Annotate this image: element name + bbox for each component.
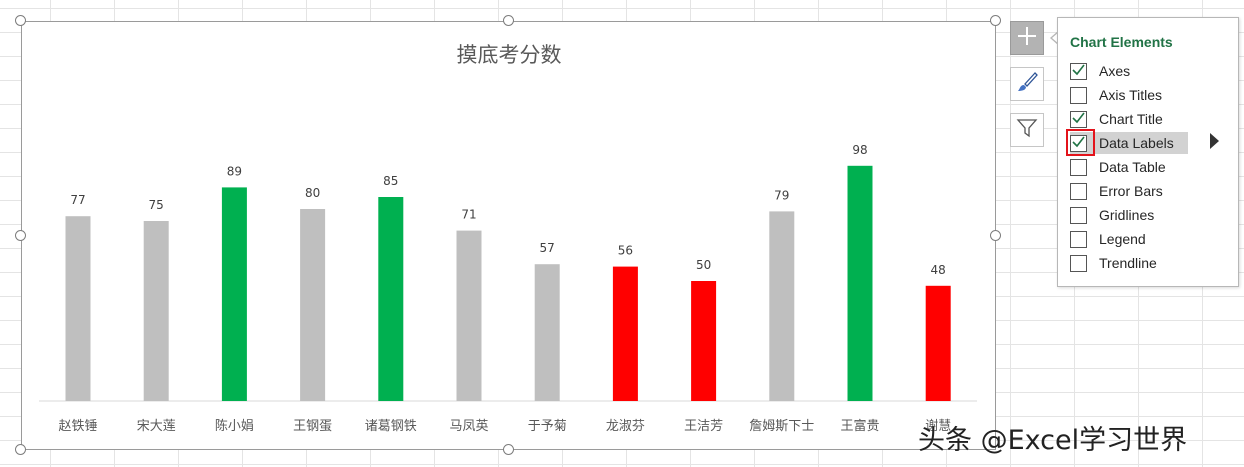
chart-element-label: Data Table bbox=[1099, 159, 1166, 175]
category-label-0: 赵铁锤 bbox=[58, 419, 97, 434]
category-label-10: 王富贵 bbox=[840, 418, 879, 434]
bar-4[interactable] bbox=[378, 197, 404, 401]
category-label-9: 詹姆斯下士 bbox=[749, 419, 814, 434]
data-label-1[interactable]: 75 bbox=[149, 198, 164, 212]
checkbox[interactable] bbox=[1070, 110, 1087, 129]
chart-element-item-axes[interactable]: Axes bbox=[1070, 60, 1188, 82]
chart-element-item-error-bars[interactable]: Error Bars bbox=[1070, 180, 1188, 202]
chart-element-item-chart-title[interactable]: Chart Title bbox=[1070, 108, 1188, 130]
category-label-2: 陈小娟 bbox=[215, 418, 254, 434]
bar-8[interactable] bbox=[691, 281, 717, 401]
chart-element-label: Chart Title bbox=[1099, 111, 1163, 127]
data-label-4[interactable]: 85 bbox=[383, 174, 398, 188]
checkmark-icon bbox=[1071, 134, 1086, 153]
category-label-6: 于予菊 bbox=[528, 419, 567, 434]
panel-pointer-fill bbox=[1052, 32, 1059, 44]
chart-element-item-trendline[interactable]: Trendline bbox=[1070, 252, 1188, 274]
category-label-3: 王钢蛋 bbox=[293, 419, 332, 434]
checkbox[interactable] bbox=[1070, 158, 1087, 176]
chart-element-label: Trendline bbox=[1099, 255, 1157, 271]
paintbrush-icon bbox=[1016, 71, 1038, 97]
data-label-2[interactable]: 89 bbox=[227, 164, 242, 178]
data-label-0[interactable]: 77 bbox=[70, 193, 85, 207]
bar-6[interactable] bbox=[534, 264, 560, 401]
chart-area[interactable]: 摸底考分数 77 赵铁锤 75 宋大莲 89 陈小娟 80 王钢蛋 85 诸葛钢铁 71 马凤英 57 于… bbox=[21, 21, 996, 450]
chart-title[interactable]: 摸底考分数 bbox=[457, 43, 562, 67]
chart-elements-button[interactable] bbox=[1010, 21, 1044, 55]
data-label-10[interactable]: 98 bbox=[852, 143, 867, 157]
bar-11[interactable] bbox=[925, 285, 951, 401]
checkbox[interactable] bbox=[1070, 206, 1087, 224]
bar-chart: 摸底考分数 77 赵铁锤 75 宋大莲 89 陈小娟 80 王钢蛋 85 诸葛钢铁 71 马凤英 57 于… bbox=[39, 43, 977, 434]
plus-icon bbox=[1016, 25, 1038, 51]
chart-styles-button[interactable] bbox=[1010, 67, 1044, 101]
bar-1[interactable] bbox=[143, 221, 169, 401]
category-label-1: 宋大莲 bbox=[137, 419, 176, 434]
chart-element-item-gridlines[interactable]: Gridlines bbox=[1070, 204, 1188, 226]
funnel-icon bbox=[1016, 117, 1038, 143]
watermark: 头条 @Excel学习世界 bbox=[918, 425, 1188, 456]
data-label-7[interactable]: 56 bbox=[618, 244, 633, 258]
chart-element-item-data-labels[interactable]: Data Labels bbox=[1070, 132, 1188, 154]
data-label-3[interactable]: 80 bbox=[305, 186, 320, 200]
chart-elements-panel: Chart Elements Axes Axis Titles Chart Titl… bbox=[1057, 17, 1239, 287]
category-label-4: 诸葛钢铁 bbox=[365, 419, 417, 434]
checkbox[interactable] bbox=[1070, 86, 1087, 104]
resize-handle-top-left[interactable] bbox=[15, 15, 26, 26]
checkmark-icon bbox=[1071, 110, 1086, 129]
chart-element-item-axis-titles[interactable]: Axis Titles bbox=[1070, 84, 1188, 106]
chart-element-label: Axis Titles bbox=[1099, 87, 1163, 103]
bar-9[interactable] bbox=[769, 211, 795, 401]
resize-handle-bottom-left[interactable] bbox=[15, 444, 26, 455]
resize-handle-left[interactable] bbox=[15, 230, 26, 241]
bar-10[interactable] bbox=[847, 165, 873, 401]
chart-element-label: Data Labels bbox=[1099, 135, 1174, 151]
panel-title: Chart Elements bbox=[1070, 34, 1173, 50]
resize-handle-bottom[interactable] bbox=[503, 444, 514, 455]
data-label-6[interactable]: 57 bbox=[540, 241, 555, 255]
checkbox[interactable] bbox=[1070, 254, 1087, 272]
category-label-5: 马凤英 bbox=[449, 419, 488, 434]
bar-0[interactable] bbox=[65, 216, 91, 401]
bar-2[interactable] bbox=[221, 187, 247, 401]
data-labels-callout-box bbox=[1066, 129, 1095, 156]
chart-element-label: Legend bbox=[1099, 231, 1146, 247]
bar-7[interactable] bbox=[612, 266, 638, 401]
chart-element-label: Error Bars bbox=[1099, 183, 1163, 199]
resize-handle-right[interactable] bbox=[990, 230, 1001, 241]
checkbox[interactable] bbox=[1070, 230, 1087, 248]
checkbox[interactable] bbox=[1070, 134, 1087, 153]
data-label-8[interactable]: 50 bbox=[696, 258, 711, 272]
resize-handle-top[interactable] bbox=[503, 15, 514, 26]
data-label-9[interactable]: 79 bbox=[774, 188, 789, 202]
resize-handle-top-right[interactable] bbox=[990, 15, 1001, 26]
checkbox[interactable] bbox=[1070, 182, 1087, 200]
checkbox[interactable] bbox=[1070, 62, 1087, 81]
bars-group: 77 赵铁锤 75 宋大莲 89 陈小娟 80 王钢蛋 85 诸葛钢铁 71 马凤英 57 于予菊 56 龙淑… bbox=[58, 143, 951, 434]
bar-5[interactable] bbox=[456, 230, 482, 401]
chart-filters-button[interactable] bbox=[1010, 113, 1044, 147]
chart-element-item-legend[interactable]: Legend bbox=[1070, 228, 1188, 250]
chart-element-label: Gridlines bbox=[1099, 207, 1155, 223]
data-labels-submenu-arrow-icon[interactable] bbox=[1210, 133, 1219, 149]
category-label-11: 谢慧 bbox=[925, 418, 951, 434]
chart-element-label: Axes bbox=[1099, 63, 1131, 79]
category-label-8: 王洁芳 bbox=[684, 419, 723, 434]
bar-3[interactable] bbox=[300, 209, 326, 401]
checkmark-icon bbox=[1071, 62, 1086, 81]
data-label-5[interactable]: 71 bbox=[461, 208, 476, 222]
chart-element-item-data-table[interactable]: Data Table bbox=[1070, 156, 1188, 178]
category-label-7: 龙淑芬 bbox=[606, 419, 645, 434]
data-label-11[interactable]: 48 bbox=[931, 263, 946, 277]
